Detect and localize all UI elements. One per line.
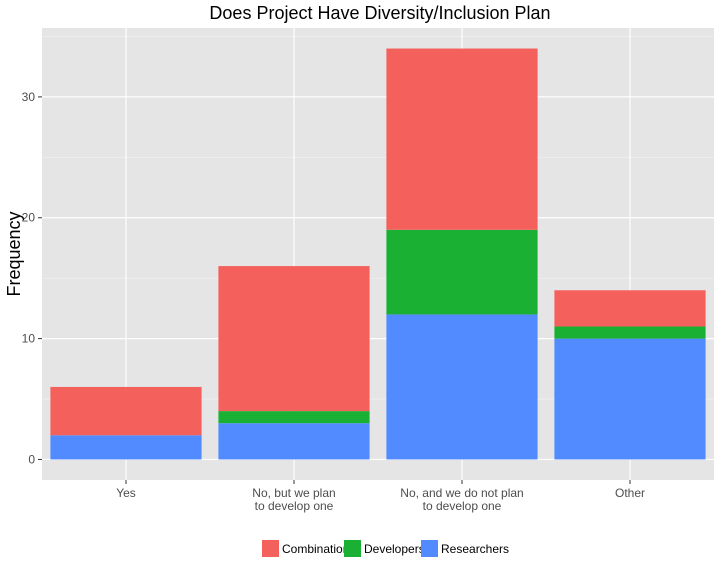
bar-combination-3 (554, 290, 706, 327)
y-axis: 0 10 20 30 (22, 90, 42, 466)
bar-combination-0 (50, 386, 202, 436)
x-axis: Yes No, but we plan to develop one No, and … (116, 480, 645, 513)
legend-label-developers: Developers (364, 542, 425, 556)
x-tick-label: Other (615, 486, 645, 500)
bar-researchers-2 (386, 314, 538, 460)
legend-label-combination: Combination (282, 542, 349, 556)
x-tick-label: No, and we do not plan to develop one (400, 486, 523, 513)
bar-combination-1 (218, 266, 370, 412)
legend-key-researchers (421, 540, 438, 557)
y-axis-label: Frequency (4, 211, 24, 296)
legend-label-researchers: Researchers (441, 542, 509, 556)
bar-developers-1 (218, 411, 370, 424)
bar-developers-2 (386, 229, 538, 315)
legend: Combination Developers Researchers (262, 540, 509, 557)
y-tick-label: 20 (22, 211, 36, 225)
x-tick-label: Yes (116, 486, 136, 500)
bar-developers-3 (554, 326, 706, 339)
legend-key-developers (344, 540, 361, 557)
chart-title: Does Project Have Diversity/Inclusion Pl… (209, 3, 550, 23)
legend-key-combination (262, 540, 279, 557)
y-tick-label: 30 (22, 90, 36, 104)
x-tick-label: No, but we plan to develop one (252, 486, 335, 513)
bars (50, 48, 706, 460)
y-tick-label: 0 (28, 452, 35, 466)
bar-researchers-0 (50, 435, 202, 460)
y-tick-label: 10 (22, 332, 36, 346)
bar-researchers-1 (218, 423, 370, 460)
bar-researchers-3 (554, 338, 706, 460)
bar-combination-2 (386, 48, 538, 230)
